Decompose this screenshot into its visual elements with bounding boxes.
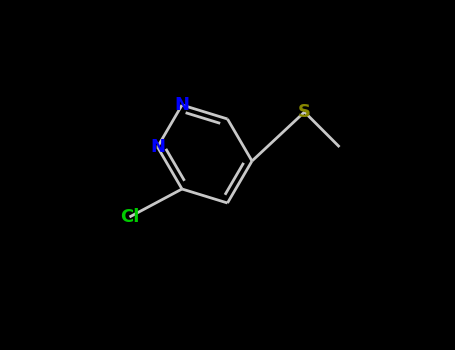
Text: Cl: Cl [120,208,139,226]
Text: N: N [150,138,165,156]
Text: S: S [298,103,311,121]
Text: N: N [175,96,189,114]
